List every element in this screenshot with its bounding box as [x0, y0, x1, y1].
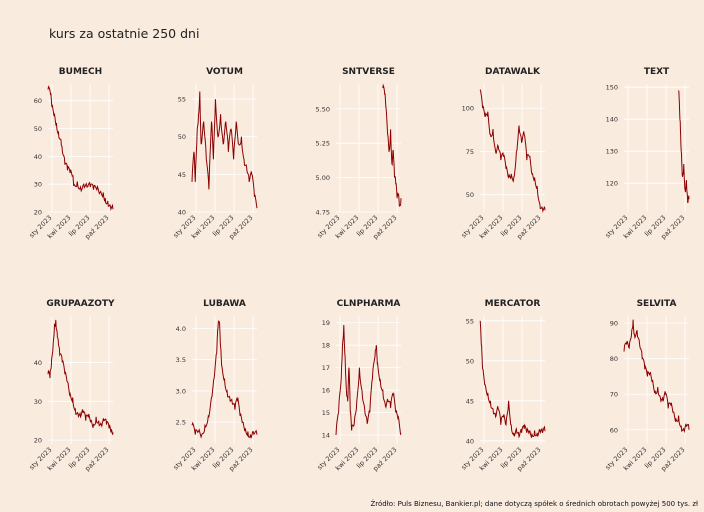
- y-tick-label: 2.5: [176, 419, 186, 427]
- panel-title: LUBAWA: [203, 299, 246, 309]
- panel-title: CLNPHARMA: [337, 299, 401, 309]
- panel-title: BUMECH: [59, 67, 102, 77]
- panel-title: SNTVERSE: [342, 67, 395, 77]
- price-line: [335, 324, 402, 436]
- y-tick-label: 40: [34, 359, 42, 367]
- y-tick-label: 55: [178, 96, 186, 104]
- panel-title: DATAWALK: [485, 67, 541, 77]
- y-tick-label: 4.75: [316, 209, 330, 217]
- price-line: [47, 319, 114, 435]
- y-tick-label: 150: [606, 84, 618, 92]
- y-tick-label: 17: [322, 364, 330, 372]
- y-tick-label: 18: [322, 342, 330, 350]
- y-tick-label: 75: [466, 148, 474, 156]
- price-line: [678, 90, 690, 204]
- y-tick-label: 30: [34, 181, 42, 189]
- price-line: [382, 83, 402, 207]
- y-tick-label: 90: [610, 320, 618, 328]
- y-tick-label: 5.00: [316, 174, 330, 182]
- price-line: [47, 85, 114, 211]
- y-tick-label: 30: [34, 398, 42, 406]
- y-tick-label: 4.0: [176, 325, 186, 333]
- panel-title: GRUPAAZOTY: [46, 299, 115, 309]
- y-tick-label: 40: [466, 437, 474, 445]
- y-tick-label: 16: [322, 387, 330, 395]
- panel-title: SELVITA: [637, 299, 677, 309]
- y-tick-label: 45: [466, 397, 474, 405]
- y-tick-label: 5.50: [316, 105, 330, 113]
- panel-title: TEXT: [644, 67, 670, 77]
- y-tick-label: 14: [322, 432, 330, 440]
- price-line: [479, 320, 546, 439]
- y-tick-label: 50: [466, 357, 474, 365]
- y-tick-label: 55: [466, 317, 474, 325]
- y-tick-label: 19: [322, 319, 330, 327]
- panel-title: VOTUM: [206, 67, 243, 77]
- y-tick-label: 15: [322, 409, 330, 417]
- y-tick-label: 120: [606, 180, 618, 188]
- y-tick-label: 40: [178, 209, 186, 217]
- y-tick-label: 70: [610, 391, 618, 399]
- y-tick-label: 3.0: [176, 387, 186, 395]
- y-tick-label: 140: [606, 116, 618, 124]
- y-tick-label: 45: [178, 171, 186, 179]
- price-line: [479, 89, 546, 213]
- y-tick-label: 20: [34, 209, 42, 217]
- price-line: [623, 319, 690, 434]
- chart-title: kurs za ostatnie 250 dni: [49, 26, 200, 41]
- y-tick-label: 50: [34, 125, 42, 133]
- y-tick-label: 50: [178, 133, 186, 141]
- price-line: [191, 320, 258, 439]
- y-tick-label: 3.5: [176, 356, 186, 364]
- price-line: [191, 91, 258, 209]
- y-tick-label: 100: [462, 105, 474, 113]
- y-tick-label: 20: [34, 437, 42, 445]
- panel-title: MERCATOR: [485, 299, 541, 309]
- y-tick-label: 60: [34, 97, 42, 105]
- y-tick-label: 130: [606, 148, 618, 156]
- y-tick-label: 80: [610, 355, 618, 363]
- source-caption: Źródło: Puls Biznesu, Bankier.pl; dane d…: [370, 500, 699, 508]
- y-tick-label: 50: [466, 191, 474, 199]
- y-tick-label: 5.25: [316, 140, 330, 148]
- y-tick-label: 60: [610, 426, 618, 434]
- y-tick-label: 40: [34, 153, 42, 161]
